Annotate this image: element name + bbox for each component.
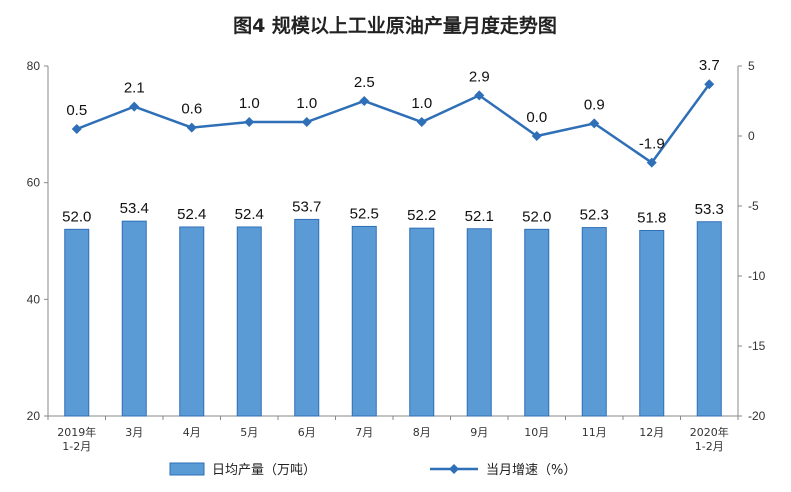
left-tick-label: 20 [27,409,41,423]
x-tick-label: 6月 [298,426,316,439]
bar [179,226,205,417]
line-value-label: 2.5 [354,74,375,91]
bar-value-label: 52.3 [580,207,609,224]
right-tick-label: -5 [748,199,759,213]
bar [121,220,147,417]
line-labels: 0.5 2.1 0.6 1.0 1.0 2.5 1.0 2.9 0.0 0.9 -1.9 3.7 [66,57,719,152]
growth-line [76,83,711,165]
bar [64,228,90,417]
right-tick-label: 0 [748,129,755,143]
right-tick-label: -10 [748,269,766,283]
line-value-label: 0.0 [526,109,547,126]
line-point [416,117,427,127]
line-value-label: 1.0 [239,95,260,112]
chart-title: 图4 规模以上工业原油产量月度走势图 [233,14,557,37]
line-point [646,157,657,168]
line-point [474,90,485,101]
x-tick-label: 8月 [413,426,431,439]
legend: 日均产量（万吨） 当月增速（%） [169,462,576,478]
bar [581,227,607,417]
line-value-label: 3.7 [699,57,720,74]
left-tick-label: 60 [27,176,41,190]
bar-value-label: 52.0 [62,208,91,225]
right-tick-label: -15 [748,339,766,353]
x-tick-label: 7月 [355,426,373,439]
bar-value-label: 52.4 [177,206,206,223]
bar-value-label: 52.4 [235,206,264,223]
bar-labels: 52.0 53.4 52.4 52.4 53.7 52.5 52.2 52.1 52.0 52.3… [62,198,724,226]
x-tick-labels: 2019年 1-2月 3月 4月 5月 6月 7月 8月 9月 10月 11月 12月 2020年 1-2… [57,425,729,453]
x-tick-label: 2019年 1-2月 [57,425,96,453]
line-value-label: 2.9 [469,68,490,85]
line-point [71,124,82,134]
x-tick-label: 11月 [582,426,607,439]
bar [294,218,320,417]
line-series [71,79,715,168]
line-value-label: -1.9 [639,136,665,153]
bar-value-label: 53.7 [292,198,321,215]
line-value-label: 0.5 [66,102,87,119]
x-tick-label: 5月 [240,426,258,439]
bar-value-label: 52.2 [407,207,436,224]
line-value-label: 0.9 [584,96,605,113]
legend-label-bar: 日均产量（万吨） [212,463,316,478]
line-point [704,79,715,90]
right-tick-label: 5 [748,59,755,73]
line-point [129,101,140,112]
bar-value-label: 51.8 [637,210,666,227]
bar [466,228,492,417]
left-tick-label: 80 [27,59,41,73]
line-point [531,131,542,141]
bar [351,225,377,417]
line-point [589,118,600,129]
legend-label-line: 当月增速（%） [486,463,576,478]
bar-value-label: 53.3 [695,201,724,218]
bar [639,230,665,417]
bar [409,227,435,417]
line-point [301,117,312,127]
x-tick-label: 4月 [183,426,201,439]
bar-value-label: 52.1 [465,208,494,225]
bar-value-label: 53.4 [120,200,149,217]
bar [696,221,722,417]
line-point [244,117,255,127]
x-tick-label: 2020年 1-2月 [690,425,729,453]
line-value-label: 0.6 [181,101,202,118]
line-point [186,122,197,133]
x-tick-label: 9月 [470,426,488,439]
x-tick-label: 3月 [125,426,143,439]
left-tick-label: 40 [27,292,41,306]
bar-series [64,218,722,417]
axes: 20 40 60 80 -20 -15 -10 -5 0 5 [27,59,766,423]
right-tick-label: -20 [748,409,766,423]
line-value-label: 1.0 [296,95,317,112]
bar-value-label: 52.0 [522,208,551,225]
bar-value-label: 52.5 [350,205,379,222]
line-value-label: 1.0 [411,95,432,112]
legend-marker [449,464,459,474]
x-tick-label: 10月 [524,426,549,439]
line-value-label: 2.1 [124,80,145,97]
bar [236,226,262,417]
bar [524,228,550,417]
x-tick-label: 12月 [639,426,664,439]
line-point [359,96,370,106]
legend-swatch-bar [169,462,205,476]
